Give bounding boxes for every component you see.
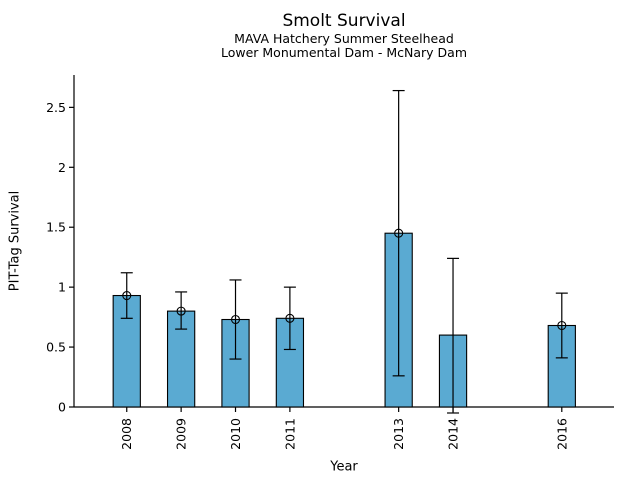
y-tick-label: 1 (58, 280, 66, 295)
x-tick-label: 2010 (228, 418, 243, 450)
y-axis-label: PIT-Tag Survival (8, 191, 23, 291)
marker-2016 (557, 320, 567, 331)
x-tick-label: 2014 (446, 418, 461, 450)
x-tick-label: 2016 (554, 418, 569, 450)
y-tick-label: 1.5 (46, 220, 66, 235)
marker-2011 (285, 313, 295, 323)
y-tick-label: 2 (58, 160, 66, 175)
y-tick-label: 0.5 (46, 340, 66, 355)
chart-subtitle-line2: Lower Monumental Dam - McNary Dam (220, 45, 468, 60)
chart-subtitle-line1: MAVA Hatchery Summer Steelhead (234, 31, 454, 46)
x-axis-label: Year (329, 460, 358, 475)
marker-2009 (176, 306, 186, 316)
x-tick-label: 2013 (391, 418, 406, 450)
x-tick-label: 2008 (119, 418, 134, 450)
y-tick-label: 0 (58, 400, 66, 415)
marker-2008 (122, 290, 132, 301)
bar-2011 (275, 317, 305, 408)
marker-2010 (230, 314, 241, 325)
x-tick-label: 2009 (174, 418, 189, 450)
chart-title: Smolt Survival (282, 11, 406, 31)
x-tick-label: 2011 (282, 418, 297, 450)
y-tick-label: 2.5 (46, 100, 66, 115)
marker-2013 (394, 228, 404, 238)
